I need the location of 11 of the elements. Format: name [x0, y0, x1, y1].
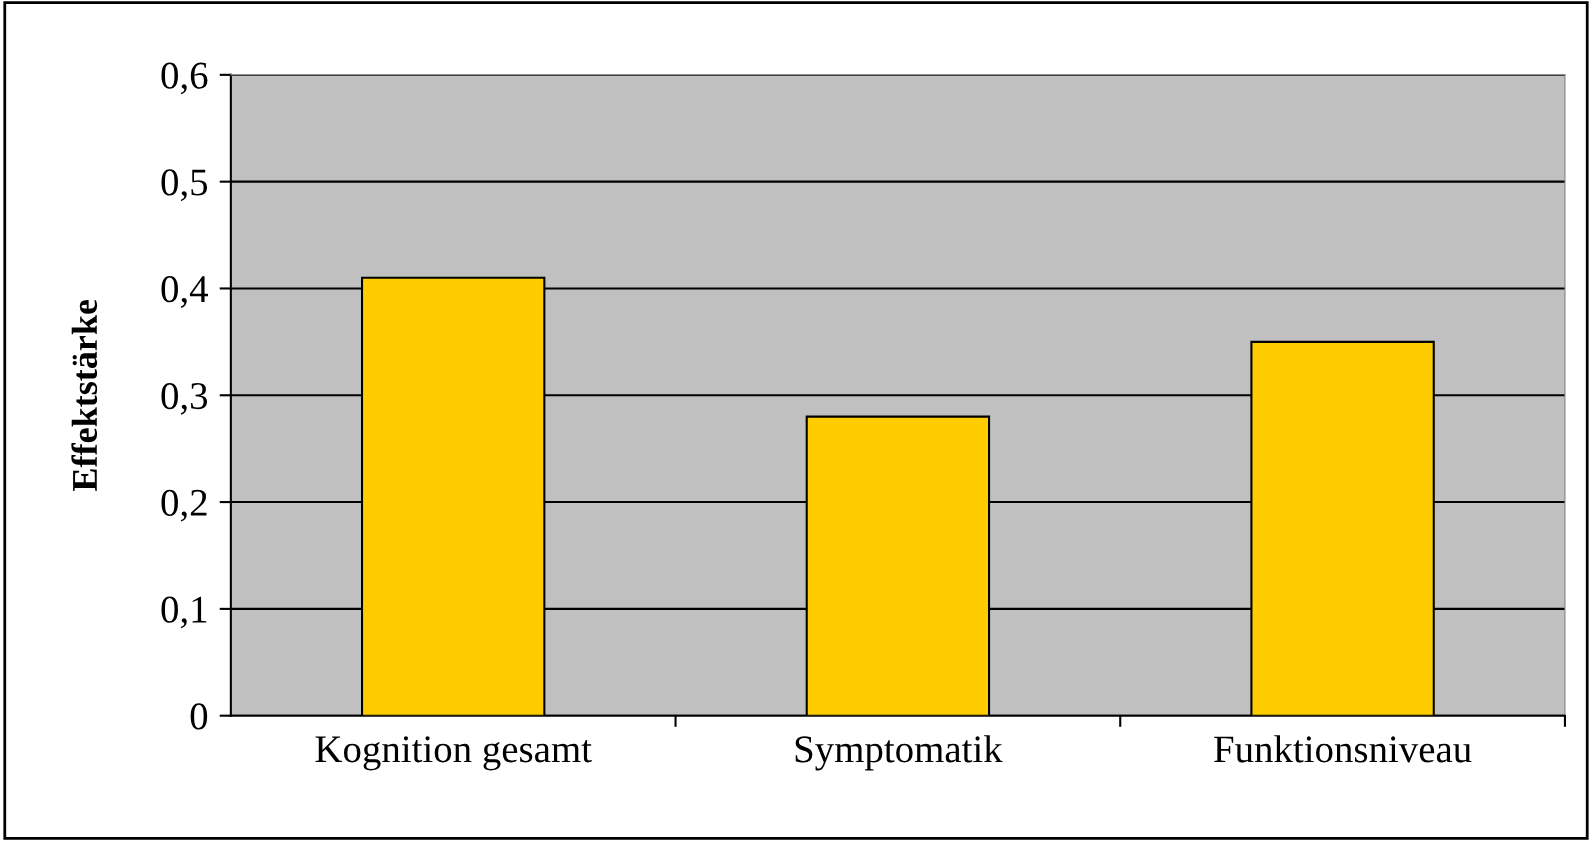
y-tick-label: 0: [190, 703, 208, 730]
y-tick-label: 0,5: [161, 169, 208, 202]
x-tick-label: Kognition gesamt: [315, 736, 592, 771]
y-tick-label: 0,3: [161, 382, 208, 415]
y-tick-label: 0,2: [161, 489, 207, 522]
y-tick-label: 0,6: [161, 62, 208, 95]
y-tick-label: 0,4: [161, 276, 209, 308]
x-tick-label: Funktionsniveau: [1214, 735, 1472, 763]
y-axis-title: Effektstärke: [71, 299, 98, 491]
y-tick-label: 0,1: [161, 596, 207, 629]
x-tick-label: Symptomatik: [795, 735, 1003, 771]
